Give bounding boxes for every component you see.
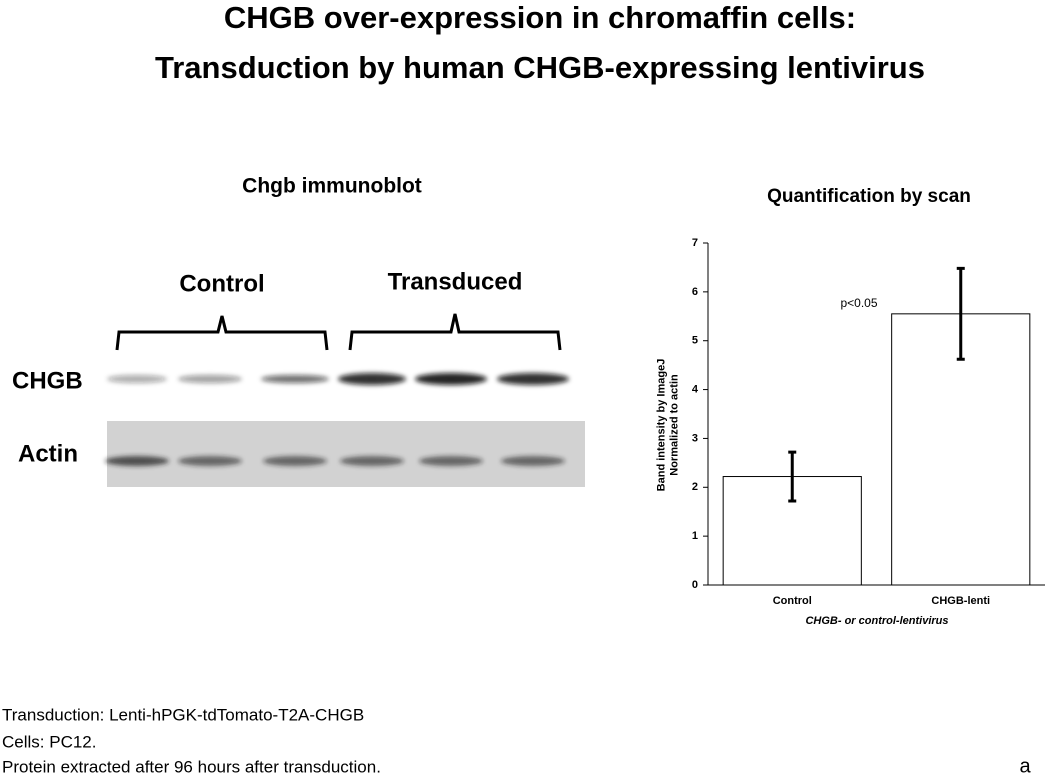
chgb-band [178,375,242,383]
chgb-band [261,375,329,383]
y-axis-label-line: Band intensity by ImageJ [655,359,667,492]
bracket [348,313,562,351]
actin-band [178,456,242,466]
annotation: p<0.05 [840,296,877,310]
chgb-band [338,373,406,385]
y-tick-label: 2 [692,481,698,493]
x-axis-label: CHGB- or control-lentivirus [805,615,948,627]
chgb-band [107,375,167,383]
group-label: Transduced [388,268,523,295]
actin-band [419,456,483,466]
y-tick-label: 6 [692,286,698,298]
row-label: Actin [18,440,78,467]
bracket [115,315,329,351]
chgb-band [497,373,569,385]
note: Cells: PC12. [2,732,96,751]
blot-title: Chgb immunoblot [242,175,422,198]
group-label: Control [179,270,264,297]
y-axis-label: Band intensity by ImageJ Normalized to ac… [655,359,680,492]
y-tick-label: 0 [692,579,698,591]
actin-band [105,456,169,466]
error-bar [788,450,797,503]
y-tick-label: 5 [692,335,698,347]
x-tick-label: CHGB-lenti [931,595,990,607]
y-tick-label: 1 [692,530,698,542]
row-label: CHGB [12,367,83,394]
x-tick-label: Control [773,595,812,607]
chart-title: Quantification by scan [767,186,971,207]
actin-band [340,456,404,466]
actin-band [263,456,327,466]
y-tick-label: 4 [692,383,699,395]
slide-title: Transduction by human CHGB-expressing le… [155,50,925,85]
y-axis-label-line: Normalized to actin [668,374,680,476]
actin-band [501,456,565,466]
blot-bands [105,373,569,466]
slide-title: CHGB over-expression in chromaffin cells… [224,0,856,35]
note: Transduction: Lenti-hPGK-tdTomato-T2A-CH… [2,705,364,724]
y-tick-label: 3 [692,432,698,444]
blot-strip [107,421,585,487]
chgb-band [415,373,487,385]
note: Protein extracted after 96 hours after t… [2,757,381,776]
y-tick-label: 7 [692,237,698,249]
panel-label: a [1019,755,1031,776]
error-bar [956,266,965,361]
